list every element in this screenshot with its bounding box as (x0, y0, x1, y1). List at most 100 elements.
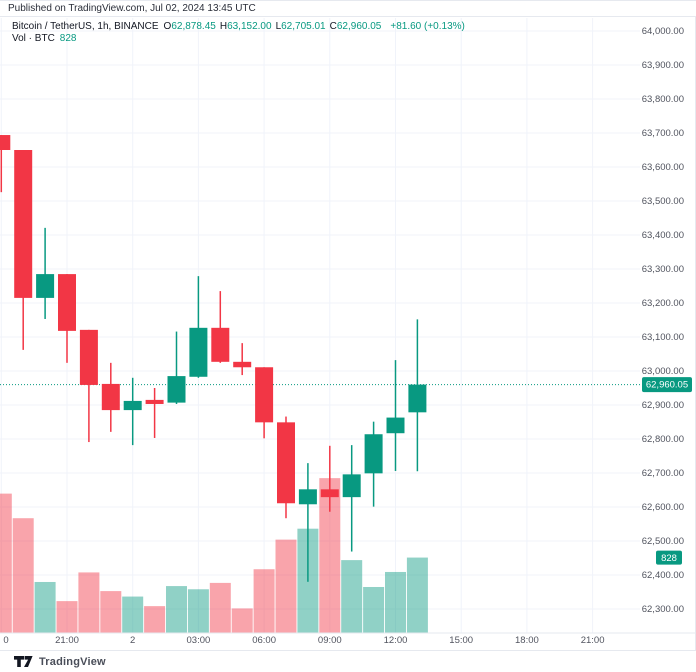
candle-body (298, 489, 317, 505)
candle[interactable] (364, 421, 383, 507)
volume-bar (166, 586, 187, 633)
volume-bar (12, 518, 34, 633)
price-tick-label: 62,800.00 (642, 434, 684, 445)
volume-bar (406, 557, 428, 633)
candle-body (79, 329, 98, 385)
time-tick-label: 21:00 (55, 635, 79, 646)
price-badge-bg (642, 377, 692, 393)
price-axis[interactable]: 64,000.00 63,900.00 63,800.00 63,700.00 63,6… (642, 26, 684, 615)
volume-bar (0, 493, 12, 633)
price-tick-label: 63,500.00 (642, 196, 684, 207)
change-value: +81.60 (+0.13%) (390, 21, 465, 32)
last-price-badge: 62,960.05 (642, 377, 692, 393)
candle-body (320, 489, 339, 498)
candle-body (189, 327, 208, 377)
candle[interactable] (79, 329, 98, 443)
time-tick-label: 09:00 (318, 635, 342, 646)
candle[interactable] (58, 274, 76, 363)
candle-body (0, 135, 11, 150)
price-tick-label: 62,300.00 (642, 604, 684, 615)
volume-bar (385, 571, 406, 633)
candle-body (342, 474, 361, 498)
candle[interactable] (167, 331, 186, 404)
candle[interactable] (189, 276, 208, 378)
candle-body (14, 150, 33, 298)
candle-body (36, 274, 55, 298)
tradingview-logo-icon[interactable] (14, 656, 33, 667)
candle[interactable] (211, 291, 230, 363)
candle-body (408, 384, 427, 413)
candle[interactable] (101, 362, 120, 432)
price-tick-label: 63,700.00 (642, 128, 684, 139)
candle-body (277, 422, 295, 504)
tradingview-brand[interactable]: TradingView (39, 655, 106, 668)
top-border (0, 0, 696, 1)
candle[interactable] (298, 463, 317, 582)
candle-body (211, 327, 230, 362)
volume-bar (319, 478, 341, 633)
volume-layer (0, 478, 428, 633)
volume-bar (187, 589, 209, 633)
time-axis[interactable]: 0 21:00 2 03:00 06:00 09:00 12:00 15:00 18:00 21:… (3, 635, 604, 646)
volume-bar (253, 569, 275, 633)
price-tick-label: 62,600.00 (642, 502, 684, 513)
candle[interactable] (342, 445, 361, 552)
grid-layer (0, 18, 640, 633)
candle[interactable] (123, 377, 142, 446)
candle-body (101, 383, 120, 411)
time-tick-label: 21:00 (581, 635, 605, 646)
volume-badge-bg (656, 550, 682, 565)
time-tick-label: 2 (130, 635, 135, 646)
volume-bar (341, 560, 363, 633)
symbol-title: Bitcoin / TetherUS, 1h, BINANCE (12, 21, 159, 32)
candle[interactable] (233, 343, 252, 376)
time-tick-label: 12:00 (384, 635, 408, 646)
candle[interactable] (0, 135, 11, 193)
volume-bar (78, 572, 100, 633)
candle[interactable] (36, 227, 55, 319)
price-tick-label: 63,800.00 (642, 94, 684, 105)
price-tick-label: 64,000.00 (642, 26, 684, 37)
candle-body (58, 274, 76, 331)
ohlc-values: O62,878.45 H63,152.00 L62,705.01 C62,960.05 (164, 21, 386, 33)
time-tick-label: 18:00 (515, 635, 539, 646)
volume-bar (100, 591, 122, 633)
candle[interactable] (386, 360, 405, 471)
chart-legend: Bitcoin / TetherUS, 1h, BINANCE O62,878.… (12, 21, 465, 45)
candle[interactable] (408, 319, 427, 472)
volume-bar (363, 586, 385, 633)
legend-symbol-row[interactable]: Bitcoin / TetherUS, 1h, BINANCE O62,878.… (12, 21, 465, 33)
volume-bar (122, 596, 144, 633)
price-tick-label: 63,300.00 (642, 264, 684, 275)
candle[interactable] (14, 150, 33, 350)
volume-bar (34, 581, 56, 633)
price-badge-text: 62,960.05 (646, 380, 688, 391)
published-text: Published on TradingView.com, Jul 02, 20… (8, 3, 256, 14)
ohlc-pair: H63,152.00 (219, 21, 272, 32)
candle-body (145, 399, 164, 404)
volume-label: Vol · BTC (12, 33, 55, 44)
price-tick-label: 63,400.00 (642, 230, 684, 241)
time-tick-label: 15:00 (449, 635, 473, 646)
price-tick-label: 62,400.00 (642, 570, 684, 581)
volume-bar (231, 608, 253, 633)
price-tick-label: 63,900.00 (642, 60, 684, 71)
volume-value: 828 (59, 33, 77, 44)
candle-body (167, 376, 186, 403)
candle[interactable] (145, 388, 164, 438)
volume-bar (275, 539, 297, 633)
legend-volume-row[interactable]: Vol · BTC 828 (12, 33, 465, 45)
published-bar: Published on TradingView.com, Jul 02, 20… (0, 1, 696, 17)
candle[interactable] (320, 445, 339, 512)
volume-bar (56, 601, 78, 633)
price-tick-label: 63,200.00 (642, 298, 684, 309)
volume-badge-text: 828 (661, 553, 677, 564)
ohlc-pair: O62,878.45 (163, 21, 216, 32)
time-tick-label: 06:00 (252, 635, 276, 646)
candle[interactable] (255, 367, 274, 439)
candles-layer (0, 135, 427, 582)
candle[interactable] (277, 416, 295, 519)
candle-body (255, 367, 274, 423)
